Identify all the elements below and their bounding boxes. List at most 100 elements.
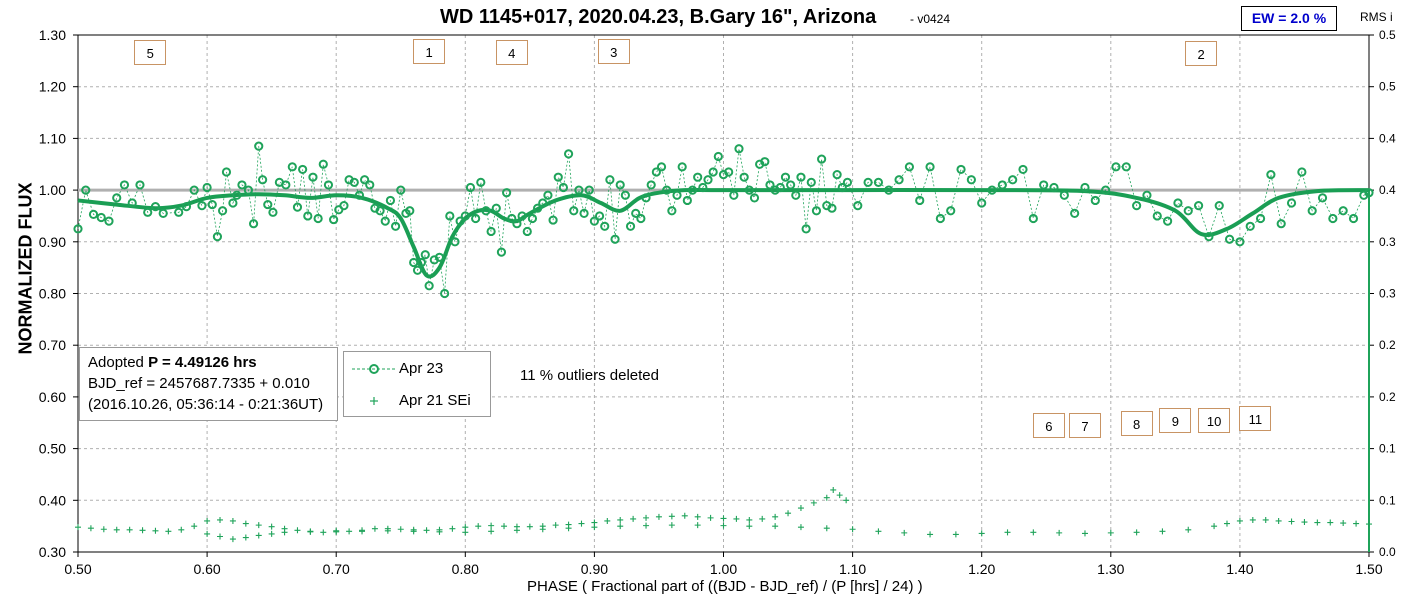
apr21-point [371, 525, 378, 532]
apr21-point [733, 515, 740, 522]
apr21-point [901, 529, 908, 536]
apr23-point [538, 198, 548, 208]
apr23-point [263, 199, 273, 210]
apr23-point [600, 221, 610, 231]
apr21-point [178, 526, 185, 533]
apr23-point [553, 172, 563, 182]
apr23-point [237, 180, 247, 190]
apr23-point [390, 221, 401, 231]
apr23-point [512, 219, 522, 229]
apr21-point [978, 530, 985, 537]
apr23-point [724, 167, 734, 177]
apr23-point [636, 213, 646, 224]
apr23-point [1193, 201, 1204, 211]
apr23-point [1286, 198, 1297, 208]
apr23-point [318, 159, 328, 169]
apr23-point [1328, 213, 1338, 224]
apr21-point [397, 526, 404, 533]
apr21-point [707, 514, 714, 521]
apr21-point [591, 524, 598, 531]
apr21-point [797, 524, 804, 531]
apr21-point [229, 536, 236, 543]
apr23-point [1039, 180, 1049, 190]
apr21-point [1327, 519, 1334, 526]
apr21-point [488, 522, 495, 529]
legend: Apr 23 Apr 21 SEi [343, 351, 491, 417]
apr21-point [1236, 517, 1243, 524]
apr23-point [579, 208, 589, 218]
apr23-point [416, 257, 427, 268]
apr21-point [281, 529, 288, 536]
apr23-point [112, 193, 122, 203]
apr23-point [287, 162, 297, 172]
version-label: - v0424 [910, 12, 951, 26]
apr23-point [481, 206, 491, 216]
apr23-point [135, 180, 145, 190]
apr21-point [217, 516, 224, 523]
dip-label-5: 5 [134, 39, 167, 65]
apr21-point [643, 514, 650, 521]
apr23-point [708, 167, 718, 177]
apr23-point [360, 175, 370, 185]
apr23-point [749, 193, 760, 203]
apr21-point [836, 492, 843, 499]
apr23-point [329, 214, 339, 225]
apr21-point [346, 528, 353, 535]
apr21-point [242, 534, 249, 541]
apr23-point [527, 213, 538, 224]
y2-tick-label: 0.1 [1379, 442, 1396, 456]
apr23-point [292, 202, 303, 212]
apr21-point [1249, 516, 1256, 523]
apr23-point [894, 175, 904, 185]
apr21-point [668, 522, 675, 529]
apr21-point [720, 515, 727, 522]
apr23-point [791, 190, 801, 200]
x-tick-label: 1.20 [968, 561, 995, 577]
apr23-point [693, 172, 703, 182]
apr23-point [1276, 219, 1286, 229]
apr21-point [307, 528, 314, 535]
x-axis-label: PHASE ( Fractional part of ((BJD - BJD_r… [527, 578, 923, 595]
apr23-point [212, 232, 223, 242]
apr21-point [359, 528, 366, 535]
apr23-point [1364, 188, 1374, 198]
period-line: Adopted P = 4.49126 hrs [88, 354, 257, 371]
apr23-point [1090, 195, 1100, 206]
apr23-point [517, 211, 527, 221]
apr21-point [604, 517, 611, 524]
y-tick-label: 0.50 [39, 441, 66, 457]
dip-label-7: 7 [1068, 413, 1101, 439]
apr23-point [522, 226, 532, 237]
apr23-point [703, 175, 713, 185]
apr23-point [656, 162, 667, 172]
apr23-point [651, 167, 661, 177]
apr23-point [465, 182, 476, 193]
apr23-point [1163, 216, 1173, 226]
x-tick-label: 0.80 [452, 561, 479, 577]
apr21-point [139, 527, 146, 534]
apr21-point [1353, 520, 1360, 527]
apr21-point [75, 524, 81, 531]
apr21-point [746, 516, 753, 523]
apr23-point [1307, 206, 1317, 216]
apr23-point [548, 215, 558, 225]
apr23-point [620, 190, 630, 200]
apr23-point [796, 172, 806, 182]
dip-label-11: 11 [1239, 405, 1272, 431]
apr23-point [744, 185, 754, 195]
apr21-point [772, 513, 779, 520]
apr21-point [655, 513, 662, 520]
apr21-point [759, 515, 766, 522]
apr23-point [1008, 175, 1018, 185]
apr23-point [1173, 198, 1183, 208]
apr21-point [1211, 523, 1218, 530]
apr23-point [811, 206, 822, 216]
y-tick-label: 0.30 [39, 544, 66, 560]
apr23-point [915, 195, 925, 206]
apr23-point [904, 162, 915, 172]
apr21-point [204, 530, 211, 537]
apr21-point [384, 527, 391, 534]
apr23-point [81, 185, 91, 195]
apr23-point [365, 180, 375, 190]
apr21-point [255, 522, 262, 529]
